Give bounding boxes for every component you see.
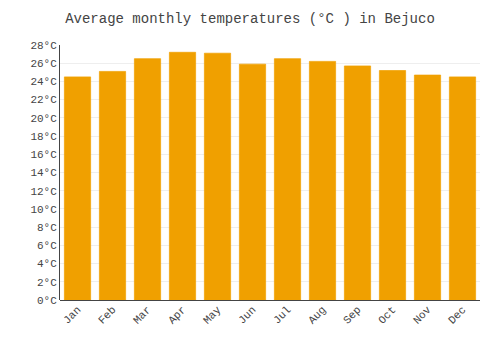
svg-text:Nov: Nov <box>411 304 434 327</box>
svg-text:14°C: 14°C <box>30 167 57 179</box>
svg-text:Aug: Aug <box>306 304 328 326</box>
svg-text:Jan: Jan <box>61 304 83 326</box>
svg-text:2°C: 2°C <box>37 277 57 289</box>
svg-text:28°C: 28°C <box>30 40 57 52</box>
svg-text:26°C: 26°C <box>30 58 57 70</box>
svg-text:24°C: 24°C <box>30 76 57 88</box>
svg-text:18°C: 18°C <box>30 131 57 143</box>
svg-text:Jul: Jul <box>271 304 293 326</box>
svg-text:6°C: 6°C <box>37 240 57 252</box>
svg-text:May: May <box>201 304 224 327</box>
svg-text:Jun: Jun <box>236 304 258 326</box>
svg-text:8°C: 8°C <box>37 222 57 234</box>
svg-text:10°C: 10°C <box>30 204 57 216</box>
svg-text:16°C: 16°C <box>30 149 57 161</box>
svg-text:Oct: Oct <box>376 304 398 326</box>
svg-text:12°C: 12°C <box>30 186 57 198</box>
svg-text:0°C: 0°C <box>37 295 57 307</box>
svg-text:20°C: 20°C <box>30 113 57 125</box>
svg-text:Mar: Mar <box>131 304 153 326</box>
svg-text:Feb: Feb <box>96 304 118 326</box>
svg-text:Average monthly temperatures (: Average monthly temperatures (°C ) in Be… <box>65 11 435 27</box>
svg-text:4°C: 4°C <box>37 258 57 270</box>
svg-text:Apr: Apr <box>166 304 188 326</box>
svg-text:Dec: Dec <box>446 304 468 326</box>
svg-text:22°C: 22°C <box>30 94 57 106</box>
svg-text:Sep: Sep <box>341 304 363 326</box>
